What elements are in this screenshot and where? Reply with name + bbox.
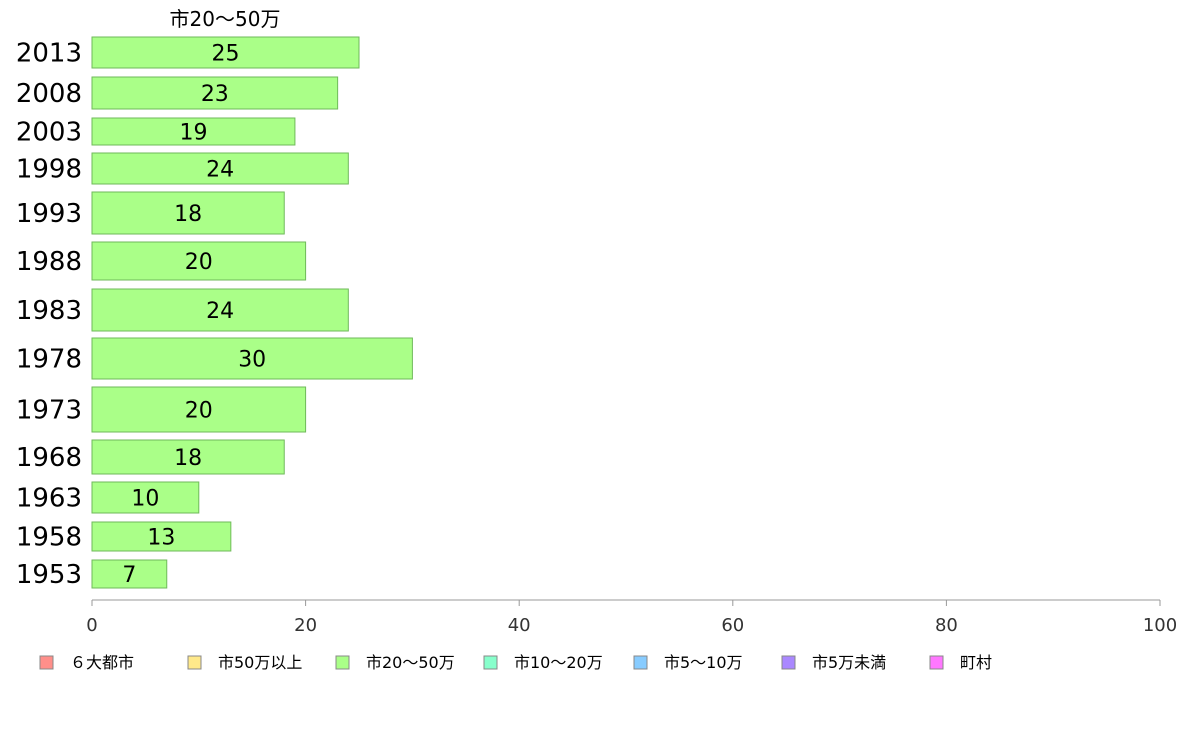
legend-item: 町村 <box>929 653 992 672</box>
legend-item: 市50万以上 <box>187 653 302 672</box>
bar-value-label: 18 <box>174 446 202 471</box>
legend-item: ６大都市 <box>39 653 134 672</box>
bar-value-label: 20 <box>185 250 213 275</box>
bar-value-label: 25 <box>212 42 240 67</box>
legend-item: 市5～10万 <box>633 653 743 672</box>
year-label: 1953 <box>16 560 82 590</box>
x-tick-label: 80 <box>935 615 958 636</box>
bar <box>91 439 285 475</box>
x-tick-label: 0 <box>86 615 97 636</box>
legend-swatch <box>781 655 796 670</box>
bar <box>91 117 296 146</box>
bar <box>91 386 307 433</box>
legend-item: 市5万未満 <box>781 653 886 672</box>
year-label: 2003 <box>16 118 82 148</box>
bar-value-label: 13 <box>147 526 175 551</box>
year-label: 1983 <box>16 296 82 326</box>
year-label: 2013 <box>16 39 82 69</box>
legend-label: 市10～20万 <box>514 653 603 672</box>
year-label: 1998 <box>16 155 82 185</box>
legend-label: 町村 <box>960 653 992 672</box>
bar <box>91 76 339 110</box>
bar <box>91 559 168 589</box>
legend-swatch <box>929 655 944 670</box>
legend-item: 市10～20万 <box>483 653 603 672</box>
bar <box>91 191 285 235</box>
bar <box>91 241 307 281</box>
bar <box>91 337 413 380</box>
legend: ６大都市 市50万以上 市20～50万 市10～20万 市5～10万 市5万未満 町村 <box>39 653 992 672</box>
bar <box>91 481 200 514</box>
legend-label: ６大都市 <box>70 653 134 672</box>
bar-value-label: 7 <box>122 563 136 588</box>
bar <box>91 152 349 185</box>
bar-value-label: 24 <box>206 299 234 324</box>
bar <box>91 36 360 69</box>
bar-value-label: 10 <box>131 487 159 512</box>
year-label: 1968 <box>16 443 82 473</box>
year-label: 1978 <box>16 345 82 375</box>
legend-swatch <box>335 655 350 670</box>
bar <box>91 288 349 332</box>
year-label: 1988 <box>16 247 82 277</box>
bar-value-label: 19 <box>179 121 207 146</box>
legend-swatch <box>39 655 54 670</box>
bar-value-label: 23 <box>201 82 229 107</box>
bar-value-label: 24 <box>206 158 234 183</box>
bar <box>91 521 232 552</box>
series-title: 市20～50万 <box>170 7 281 31</box>
year-label: 2008 <box>16 79 82 109</box>
bar-value-label: 30 <box>238 348 266 373</box>
x-tick-label: 20 <box>294 615 317 636</box>
legend-swatch <box>633 655 648 670</box>
x-tick-label: 60 <box>721 615 744 636</box>
legend-swatch <box>187 655 202 670</box>
x-tick-label: 100 <box>1143 615 1177 636</box>
legend-label: 市20～50万 <box>366 653 455 672</box>
legend-label: 市5～10万 <box>664 653 743 672</box>
year-label: 1958 <box>16 523 82 553</box>
legend-label: 市5万未満 <box>812 653 886 672</box>
legend-label: 市50万以上 <box>218 653 302 672</box>
bar-value-label: 20 <box>185 399 213 424</box>
legend-swatch <box>483 655 498 670</box>
x-axis: 0 20 40 60 80 100 <box>86 599 1177 636</box>
year-label: 1973 <box>16 396 82 426</box>
bar-value-label: 18 <box>174 202 202 227</box>
x-tick-label: 40 <box>508 615 531 636</box>
year-label: 1993 <box>16 199 82 229</box>
legend-item: 市20～50万 <box>335 653 455 672</box>
year-label: 1963 <box>16 484 82 514</box>
